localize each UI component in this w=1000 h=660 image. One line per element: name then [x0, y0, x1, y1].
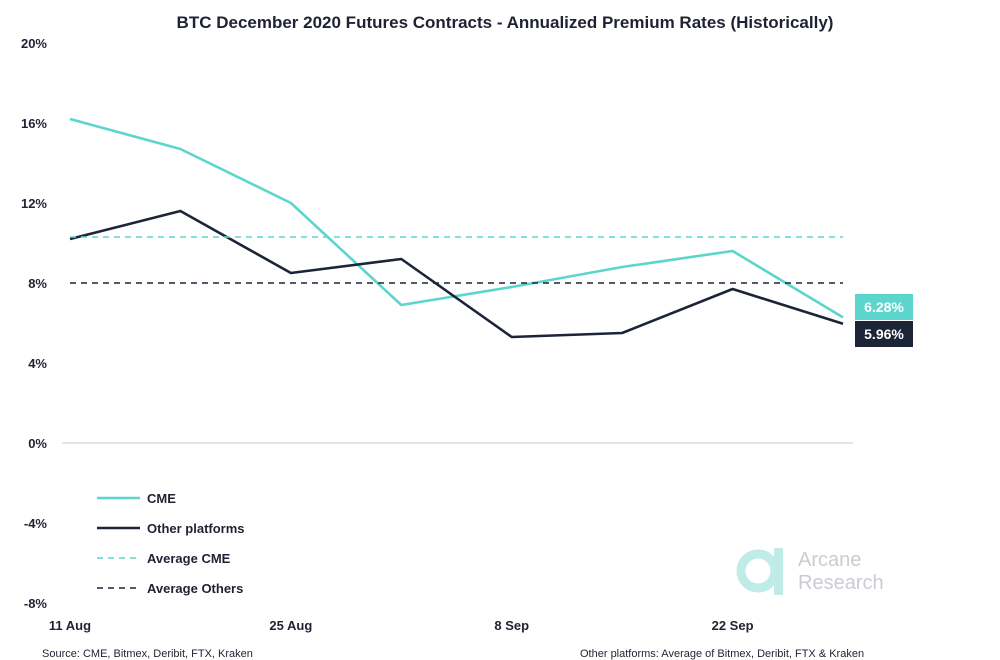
- logo-line2: Research: [798, 572, 884, 594]
- x-tick-label: 22 Sep: [712, 618, 754, 633]
- x-tick-label: 25 Aug: [269, 618, 312, 633]
- platforms-footnote: Other platforms: Average of Bitmex, Deri…: [580, 648, 864, 660]
- end-label-text: 6.28%: [864, 299, 904, 315]
- logo-mark-icon: [736, 548, 783, 595]
- y-tick-label: 4%: [28, 356, 47, 371]
- series-layer: [69, 117, 844, 339]
- legend: CME Other platforms Average CME Average Oth…: [97, 491, 245, 596]
- y-tick-label: 8%: [28, 276, 47, 291]
- y-tick-label: -4%: [24, 516, 48, 531]
- end-label-text: 5.96%: [864, 326, 904, 342]
- y-tick-label: -8%: [24, 596, 48, 611]
- legend-label: Other platforms: [147, 521, 245, 536]
- y-tick-label: 0%: [28, 436, 47, 451]
- legend-label: Average Others: [147, 581, 243, 596]
- chart-title: BTC December 2020 Futures Contracts - An…: [177, 13, 834, 32]
- arcane-research-logo: Arcane Research: [736, 548, 884, 595]
- end-label-badge: [855, 321, 913, 347]
- x-tick-label: 8 Sep: [494, 618, 529, 633]
- source-footnote: Source: CME, Bitmex, Deribit, FTX, Krake…: [42, 648, 253, 660]
- cme-line: [69, 117, 844, 319]
- y-tick-label: 20%: [21, 36, 47, 51]
- x-axis: 11 Aug 25 Aug 8 Sep 22 Sep: [49, 618, 754, 633]
- y-tick-label: 12%: [21, 196, 47, 211]
- end-label-badge: [855, 294, 913, 320]
- x-tick-label: 11 Aug: [49, 618, 91, 633]
- logo-line1: Arcane: [798, 549, 861, 571]
- end-labels: 6.28% 5.96%: [855, 294, 913, 347]
- y-tick-label: 16%: [21, 116, 47, 131]
- y-axis: 20% 16% 12% 8% 4% 0% -4% -8%: [21, 36, 853, 611]
- legend-label: CME: [147, 491, 176, 506]
- legend-label: Average CME: [147, 551, 231, 566]
- other-platforms-line: [69, 209, 844, 339]
